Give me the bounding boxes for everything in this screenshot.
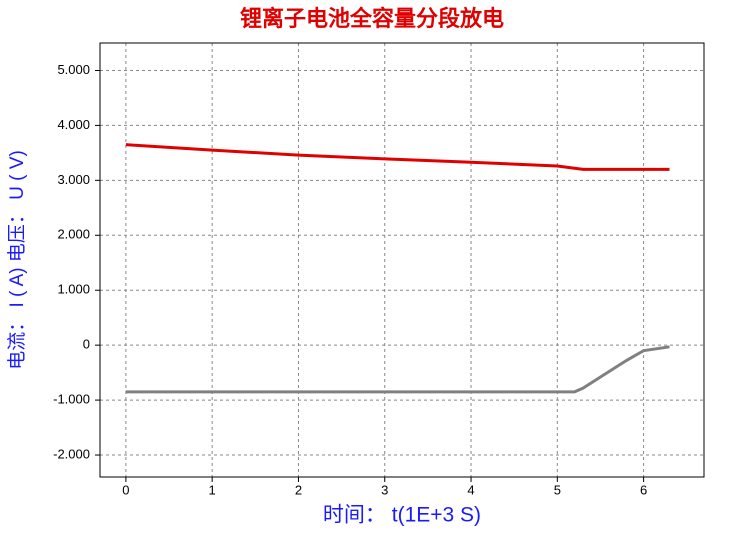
x-tick-label: 6	[640, 482, 647, 497]
y-tick-label: 4.000	[57, 117, 90, 132]
x-tick-label: 0	[122, 482, 129, 497]
y-tick-label: -2.000	[53, 446, 90, 461]
y-tick-label: 1.000	[57, 282, 90, 297]
y-tick-label: 0	[83, 337, 90, 352]
x-tick-label: 3	[381, 482, 388, 497]
plot-frame	[99, 42, 705, 478]
chart-title: 锂离子电池全容量分段放电	[240, 6, 504, 32]
x-tick-label: 1	[209, 482, 216, 497]
x-tick-label: 4	[467, 482, 474, 497]
y-tick-label: -1.000	[53, 392, 90, 407]
x-tick-label: 5	[554, 482, 561, 497]
series-line	[125, 143, 670, 171]
series-line	[125, 345, 670, 394]
y-tick-label: 5.000	[57, 62, 90, 77]
y-axis-label: 电流： I ( A) 电压： U ( V)	[6, 150, 28, 370]
x-tick-label: 2	[295, 482, 302, 497]
x-axis-label: 时间： t(1E+3 S)	[323, 504, 481, 527]
y-tick-label: 2.000	[57, 227, 90, 242]
y-tick-label: 3.000	[57, 172, 90, 187]
